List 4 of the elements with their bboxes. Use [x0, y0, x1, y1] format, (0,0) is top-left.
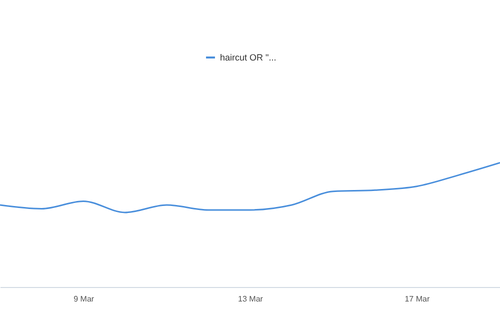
legend-label: haircut OR "...	[220, 52, 276, 62]
x-tick-label: 9 Mar	[74, 294, 94, 304]
x-tick-label: 13 Mar	[238, 294, 264, 304]
x-tick-label: 17 Mar	[404, 294, 430, 304]
